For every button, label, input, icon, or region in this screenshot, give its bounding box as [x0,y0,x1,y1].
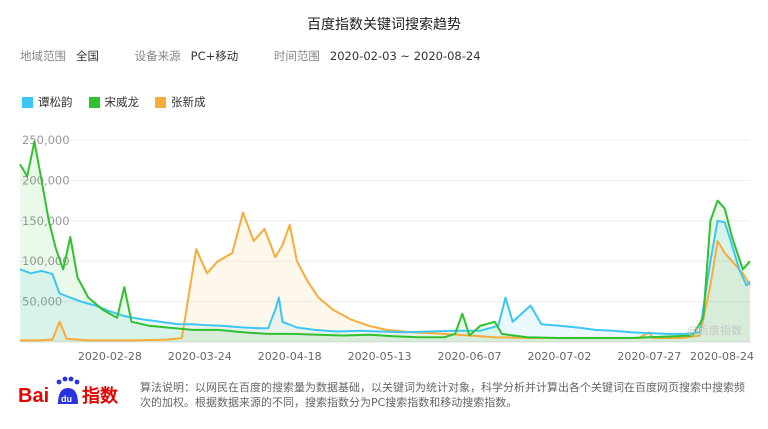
x-tick-label: 2020-03-24 [168,350,232,363]
series-area-2 [20,141,750,342]
algorithm-note: 算法说明：以网民在百度的搜索量为数据基础，以关键词为统计对象，科学分析并计算出各… [140,381,745,409]
series-line-2 [19,140,751,339]
series-line-3 [20,211,751,342]
y-tick-label: 100,000 [22,254,70,268]
x-tick-label: 2020-08-24 [690,350,754,363]
x-tick-label: 2020-07-27 [617,350,681,363]
time-label: 时间范围 [273,49,320,63]
x-tick-label: 2020-02-28 [78,350,142,363]
y-tick-label: 150,000 [22,214,70,228]
x-tick-label: 2020-07-02 [527,350,591,363]
legend-item-s2[interactable]: 宋威龙 [88,94,140,110]
legend-label-s2: 宋威龙 [104,95,140,109]
y-tick-label: 200,000 [22,173,70,187]
filter-bar: 地域范围 全国 设备来源 PC+移动 时间范围 2020-02-03 ~ 2020-0… [20,48,513,64]
device-value: PC+移动 [190,49,239,63]
region-filter[interactable]: 地域范围 全国 [20,49,103,63]
chart-title: 百度指数关键词搜索趋势 [307,17,461,33]
chart-legend: 谭松韵 宋威龙 张新成 [22,94,206,110]
legend-label-s3: 张新成 [171,95,206,109]
time-value: 2020-02-03 ~ 2020-08-24 [329,49,481,63]
device-filter[interactable]: 设备来源 PC+移动 [135,49,242,63]
legend-item-s1[interactable]: 谭松韵 [22,94,73,110]
legend-item-s3[interactable]: 张新成 [155,94,206,110]
region-value: 全国 [76,49,99,63]
logo-text-bai: Bai [18,385,49,407]
series-area-1 [20,220,750,342]
legend-swatch-s2 [88,96,100,108]
baidu-index-logo: Bai du 指数 [18,376,119,407]
logo-text-zhishu: 指数 [82,385,119,407]
legend-swatch-s1 [22,96,33,108]
watermark-text: @百度指数 [687,323,742,337]
x-tick-label: 2020-04-18 [258,350,322,363]
x-tick-label: 2020-05-13 [348,350,412,363]
logo-text-du: du [61,394,72,404]
series-area-3 [20,212,750,342]
y-tick-label: 50,000 [22,295,62,309]
legend-swatch-s3 [155,96,166,108]
region-label: 地域范围 [20,49,66,63]
device-label: 设备来源 [134,49,181,63]
y-tick-label: 250,000 [22,133,70,147]
x-tick-label: 2020-06-07 [438,350,502,363]
time-filter[interactable]: 时间范围 2020-02-03 ~ 2020-08-24 [274,49,481,63]
legend-label-s1: 谭松韵 [38,95,73,109]
line-chart: 50,000 100,000 150,000 200,000 250,000 2020-0… [19,133,754,363]
